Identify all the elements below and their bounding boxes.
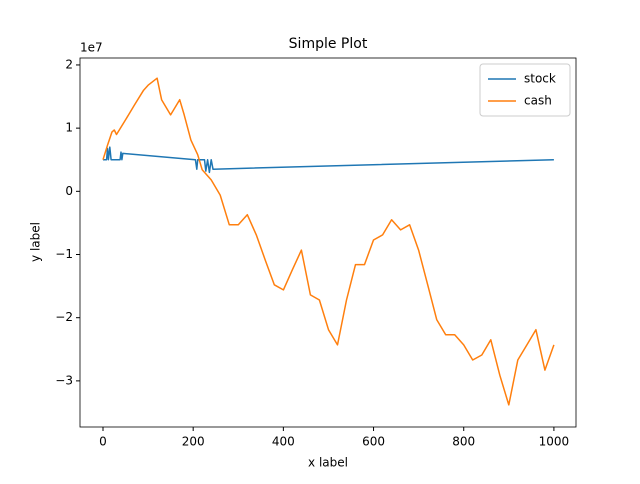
y-offset-label: 1e7	[80, 41, 103, 55]
x-tick-label: 400	[272, 435, 295, 449]
y-tick-label: −1	[55, 247, 73, 261]
y-axis-label: y label	[29, 222, 43, 262]
y-tick-label: −3	[55, 373, 73, 387]
legend-box	[479, 63, 571, 117]
y-tick-label: 2	[65, 57, 73, 71]
plot-frame	[79, 57, 577, 428]
x-tick-label: 600	[362, 435, 385, 449]
line-cash	[102, 77, 555, 406]
y-tick-label: −2	[55, 310, 73, 324]
y-tick-label: 0	[65, 184, 73, 198]
chart-title: Simple Plot	[289, 36, 368, 52]
legend-label: cash	[524, 94, 552, 108]
line-stock	[103, 146, 554, 174]
x-tick-label: 1000	[539, 435, 570, 449]
y-tick-label: 1	[65, 121, 73, 135]
x-tick-label: 800	[452, 435, 475, 449]
x-tick-label: 0	[99, 435, 107, 449]
x-tick-label: 200	[182, 435, 205, 449]
x-axis-label: x label	[308, 456, 348, 470]
legend-label: stock	[524, 72, 556, 86]
